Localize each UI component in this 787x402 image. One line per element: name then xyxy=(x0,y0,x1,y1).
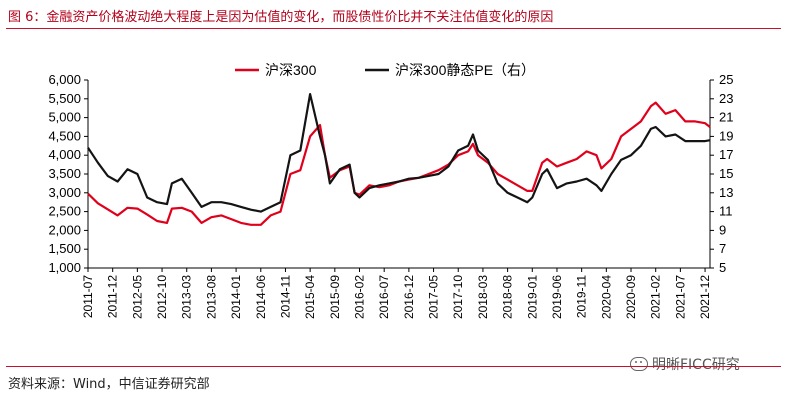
x-tick-label: 2018-03 xyxy=(476,275,490,319)
x-tick-label: 2015-09 xyxy=(328,275,342,319)
series-hs300-line xyxy=(87,101,711,226)
y-left-tick-label: 2,000 xyxy=(48,222,81,237)
x-tick-label: 2011-12 xyxy=(106,275,120,318)
x-tick-label: 2016-07 xyxy=(377,275,391,319)
x-tick-label: 2019-11 xyxy=(575,275,589,318)
x-tick-label: 2021-12 xyxy=(698,275,712,319)
y-right-tick-label: 13 xyxy=(719,185,733,200)
y-left-tick-label: 5,000 xyxy=(48,110,81,125)
y-left-tick-label: 1,500 xyxy=(48,241,81,256)
y-right-tick-label: 19 xyxy=(719,128,733,143)
x-tick-label: 2011-07 xyxy=(81,275,95,318)
x-tick-label: 2014-01 xyxy=(229,275,243,319)
watermark-text: 明晰FICC研究 xyxy=(652,357,740,373)
source-note: 资料来源：Wind，中信证券研究部 xyxy=(8,377,210,392)
x-tick-label: 2016-02 xyxy=(353,275,367,319)
x-tick-label: 2012-10 xyxy=(155,275,169,319)
y-right-tick-label: 5 xyxy=(719,260,726,275)
y-right-tick-label: 25 xyxy=(719,72,733,87)
y-left-tick-label: 3,500 xyxy=(48,166,81,181)
watermark: 明晰FICC研究 xyxy=(630,354,740,374)
y-right-tick-label: 21 xyxy=(719,110,733,125)
x-tick-label: 2016-12 xyxy=(402,275,416,319)
figure-caption: 图 6：金融资产价格波动绝大程度上是因为估值的变化，而股债性价比并不关注估值变化… xyxy=(8,10,554,25)
x-tick-label: 2020-09 xyxy=(624,275,638,319)
x-tick-label: 2014-11 xyxy=(278,275,292,318)
x-tick-label: 2013-03 xyxy=(180,275,194,319)
top-divider xyxy=(6,28,781,29)
x-tick-label: 2021-02 xyxy=(649,275,663,319)
y-left-tick-label: 5,500 xyxy=(48,91,81,106)
y-left-tick-label: 6,000 xyxy=(48,72,81,87)
x-tick-label: 2018-08 xyxy=(501,275,515,319)
x-tick-label: 2019-06 xyxy=(550,275,564,319)
y-right-tick-label: 23 xyxy=(719,91,733,106)
y-right-tick-label: 9 xyxy=(719,222,726,237)
x-tick-label: 2017-10 xyxy=(451,275,465,319)
y-left-tick-label: 1,000 xyxy=(48,260,81,275)
y-right-tick-label: 15 xyxy=(719,166,733,181)
y-left-tick-label: 4,000 xyxy=(48,147,81,162)
legend-label: 沪深300静态PE（右） xyxy=(395,62,535,78)
y-left-tick-label: 2,500 xyxy=(48,204,81,219)
x-tick-label: 2019-01 xyxy=(525,275,539,319)
y-right-tick-label: 17 xyxy=(719,147,733,162)
x-tick-label: 2012-05 xyxy=(130,275,144,319)
x-tick-label: 2013-08 xyxy=(204,275,218,319)
line-chart: 1,000 1,500 2,000 2,500 3,000 3,500 4,000 4,500… xyxy=(48,62,733,319)
x-tick-label: 2014-06 xyxy=(254,275,268,319)
series-pe-line xyxy=(87,92,711,213)
x-tick-label: 2021-07 xyxy=(673,275,687,319)
y-right-tick-label: 11 xyxy=(719,204,733,219)
bottom-divider xyxy=(6,366,781,367)
y-right-tick-label: 7 xyxy=(719,241,726,256)
y-left-tick-label: 3,000 xyxy=(48,185,81,200)
wechat-icon xyxy=(630,357,648,371)
y-left-tick-label: 4,500 xyxy=(48,128,81,143)
x-tick-label: 2020-04 xyxy=(599,275,613,319)
x-tick-label: 2015-04 xyxy=(303,275,317,319)
legend-label: 沪深300 xyxy=(265,62,317,78)
x-tick-label: 2017-05 xyxy=(427,275,441,319)
